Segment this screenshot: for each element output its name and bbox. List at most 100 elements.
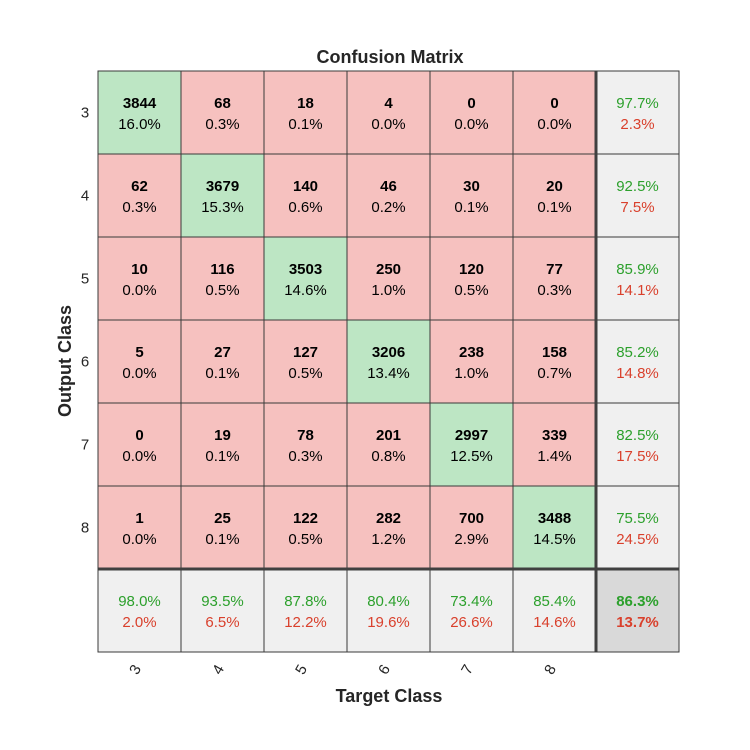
column-summary-cell [97, 568, 182, 653]
cell-count: 0 [135, 427, 143, 444]
cell-count: 2997 [455, 427, 488, 444]
y-tick-label: 4 [81, 188, 89, 205]
matrix-cell [346, 236, 431, 321]
matrix-cell [429, 485, 514, 570]
matrix-cell [97, 153, 182, 238]
cell-count: 5 [135, 344, 143, 361]
column-summary-correct: 80.4% [367, 593, 410, 610]
cell-count: 62 [131, 178, 148, 195]
cell-count: 116 [210, 261, 234, 278]
cell-count: 27 [214, 344, 231, 361]
column-summary-correct: 98.0% [118, 593, 161, 610]
cell-percent: 0.1% [454, 199, 488, 216]
row-summary-correct: 85.2% [616, 344, 659, 361]
cell-percent: 0.2% [371, 199, 405, 216]
row-summary-correct: 82.5% [616, 427, 659, 444]
cell-percent: 15.3% [201, 199, 244, 216]
cell-percent: 14.5% [533, 531, 576, 548]
column-summary-correct: 87.8% [284, 593, 327, 610]
cell-count: 3679 [206, 178, 239, 195]
matrix-cell [512, 236, 597, 321]
cell-percent: 0.3% [205, 116, 239, 133]
row-summary-cell [595, 485, 680, 570]
matrix-cell [512, 402, 597, 487]
cell-count: 700 [459, 510, 484, 527]
x-tick-label: 4 [209, 662, 228, 678]
matrix-cell [97, 319, 182, 404]
cell-count: 339 [542, 427, 567, 444]
cell-percent: 2.9% [454, 531, 488, 548]
cell-percent: 0.3% [122, 199, 156, 216]
column-summary-cell [346, 568, 431, 653]
cell-percent: 0.1% [205, 531, 239, 548]
matrix-cells: 3844 16.0% 68 0.3% 18 0.1% 4 0.0% 0 0.0% 0 0.0% 62 0.… [97, 70, 680, 653]
matrix-cell [180, 485, 265, 570]
cell-percent: 0.0% [122, 531, 156, 548]
cell-percent: 0.0% [122, 365, 156, 382]
cell-count: 19 [214, 427, 231, 444]
column-summary-error: 12.2% [284, 614, 327, 631]
matrix-cell [97, 402, 182, 487]
matrix-cell [263, 70, 348, 155]
matrix-cell [180, 153, 265, 238]
cell-percent: 0.5% [205, 282, 239, 299]
cell-percent: 0.0% [537, 116, 571, 133]
row-summary-cell [595, 319, 680, 404]
cell-percent: 0.1% [537, 199, 571, 216]
x-tick-label: 3 [126, 662, 145, 678]
column-summary-cell [429, 568, 514, 653]
matrix-cell [263, 153, 348, 238]
cell-count: 3488 [538, 510, 571, 527]
x-tick-label: 6 [375, 662, 394, 678]
column-summary-cell [263, 568, 348, 653]
y-tick-label: 7 [81, 437, 89, 454]
row-summary-correct: 75.5% [616, 510, 659, 527]
cell-count: 127 [293, 344, 318, 361]
matrix-cell [429, 319, 514, 404]
cell-percent: 0.0% [122, 448, 156, 465]
matrix-cell [346, 402, 431, 487]
row-summary-correct: 85.9% [616, 261, 659, 278]
column-summary-cell [512, 568, 597, 653]
y-axis-label: Output Class [55, 305, 75, 417]
matrix-cell [429, 236, 514, 321]
matrix-cell [346, 319, 431, 404]
cell-count: 250 [376, 261, 401, 278]
matrix-border [97, 70, 680, 653]
matrix-cell [97, 70, 182, 155]
cell-percent: 0.7% [537, 365, 571, 382]
column-summary-correct: 93.5% [201, 593, 244, 610]
matrix-cell [346, 153, 431, 238]
cell-count: 1 [135, 510, 143, 527]
cell-count: 25 [214, 510, 231, 527]
x-tick-label: 7 [458, 662, 477, 678]
cell-count: 140 [293, 178, 318, 195]
cell-count: 20 [546, 178, 563, 195]
cell-percent: 0.0% [371, 116, 405, 133]
cell-count: 3206 [372, 344, 405, 361]
column-summary-error: 6.5% [205, 614, 239, 631]
matrix-cell [263, 319, 348, 404]
cell-percent: 13.4% [367, 365, 410, 382]
overall-correct: 86.3% [616, 593, 659, 610]
y-tick-label: 3 [81, 105, 89, 122]
matrix-cell [97, 236, 182, 321]
matrix-cell [263, 402, 348, 487]
matrix-cell [97, 485, 182, 570]
column-summary-error: 14.6% [533, 614, 576, 631]
cell-count: 3844 [123, 95, 157, 112]
cell-percent: 0.1% [205, 365, 239, 382]
cell-percent: 1.4% [537, 448, 571, 465]
cell-percent: 12.5% [450, 448, 493, 465]
overall-error: 13.7% [616, 614, 659, 631]
cell-count: 238 [459, 344, 484, 361]
matrix-cell [263, 236, 348, 321]
row-summary-cell [595, 236, 680, 321]
cell-count: 0 [467, 95, 475, 112]
cell-count: 201 [376, 427, 401, 444]
cell-percent: 0.3% [288, 448, 322, 465]
row-summary-correct: 92.5% [616, 178, 659, 195]
cell-percent: 0.5% [288, 365, 322, 382]
matrix-cell [180, 70, 265, 155]
